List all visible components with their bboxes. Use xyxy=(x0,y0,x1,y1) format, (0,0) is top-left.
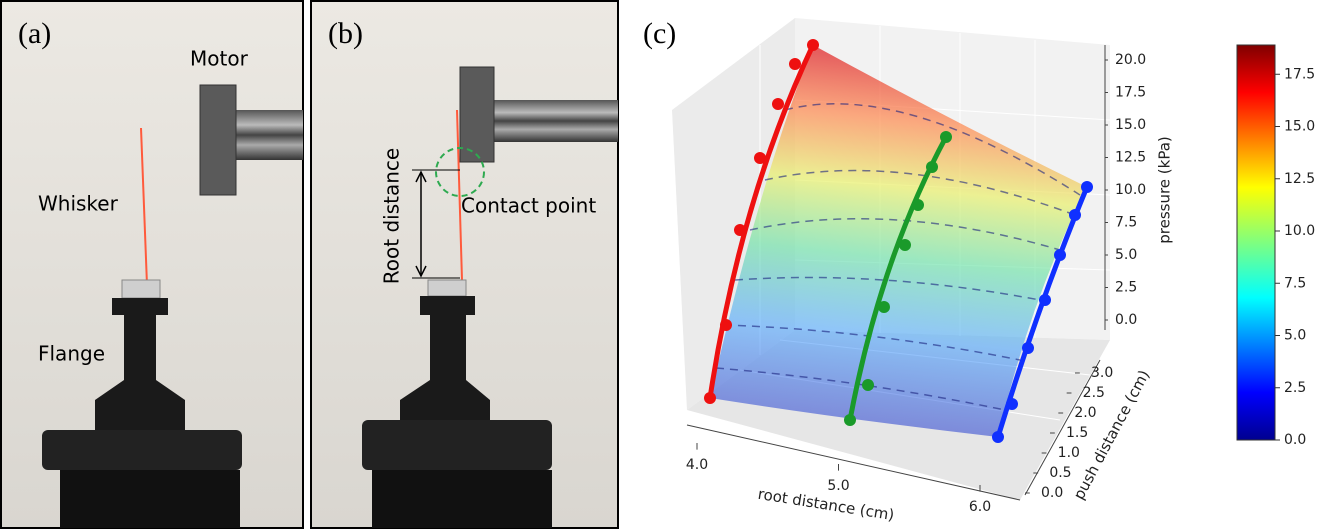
tick-label: 7.5 xyxy=(1115,215,1137,231)
colorbar-tick-label: 12.5 xyxy=(1284,171,1315,187)
photo-a xyxy=(0,0,304,529)
tick-label: 15.0 xyxy=(1115,117,1146,133)
tick-label: 10.0 xyxy=(1115,182,1146,198)
colorbar-tick-label: 15.0 xyxy=(1284,119,1315,135)
annotation: Contact point xyxy=(461,194,596,218)
tick-label: 12.5 xyxy=(1115,150,1146,166)
annotation: Motor xyxy=(190,47,249,71)
tick-label: 3.0 xyxy=(1091,365,1113,381)
tick-label: 6.0 xyxy=(969,499,991,515)
panel-label: (a) xyxy=(18,17,51,50)
tick-label: 4.0 xyxy=(686,457,708,473)
annotation: Whisker xyxy=(38,192,119,216)
z-axis-label: pressure (kPa) xyxy=(1156,136,1174,244)
tick-label: 5.0 xyxy=(1115,247,1137,263)
tick-label: 20.0 xyxy=(1115,52,1146,68)
colorbar xyxy=(1236,44,1276,441)
colorbar-tick-label: 2.5 xyxy=(1284,380,1306,396)
tick-label: 0.5 xyxy=(1049,465,1071,481)
x-axis-label: root distance (cm) xyxy=(757,485,896,524)
tick-label: 2.0 xyxy=(1074,405,1096,421)
colorbar-tick-label: 17.5 xyxy=(1284,66,1315,82)
annotation: Root distance xyxy=(380,148,404,284)
surface xyxy=(704,39,1093,443)
colorbar-tick-label: 7.5 xyxy=(1284,275,1306,291)
tick-label: 5.0 xyxy=(827,478,849,494)
colorbar-tick-label: 0.0 xyxy=(1284,432,1306,448)
panel-label: (c) xyxy=(643,17,676,50)
panel-label: (b) xyxy=(328,17,363,50)
tick-label: 2.5 xyxy=(1083,385,1105,401)
tick-label: 2.5 xyxy=(1115,280,1137,296)
tick-label: 17.5 xyxy=(1115,85,1146,101)
tick-label: 0.0 xyxy=(1041,485,1063,501)
photo-b xyxy=(310,0,619,529)
tick-label: 1.5 xyxy=(1066,425,1088,441)
annotation: Flange xyxy=(38,342,105,366)
colorbar-tick-label: 10.0 xyxy=(1284,223,1315,239)
tick-label: 0.0 xyxy=(1115,312,1137,328)
tick-label: 1.0 xyxy=(1058,445,1080,461)
colorbar-tick-label: 5.0 xyxy=(1284,328,1306,344)
